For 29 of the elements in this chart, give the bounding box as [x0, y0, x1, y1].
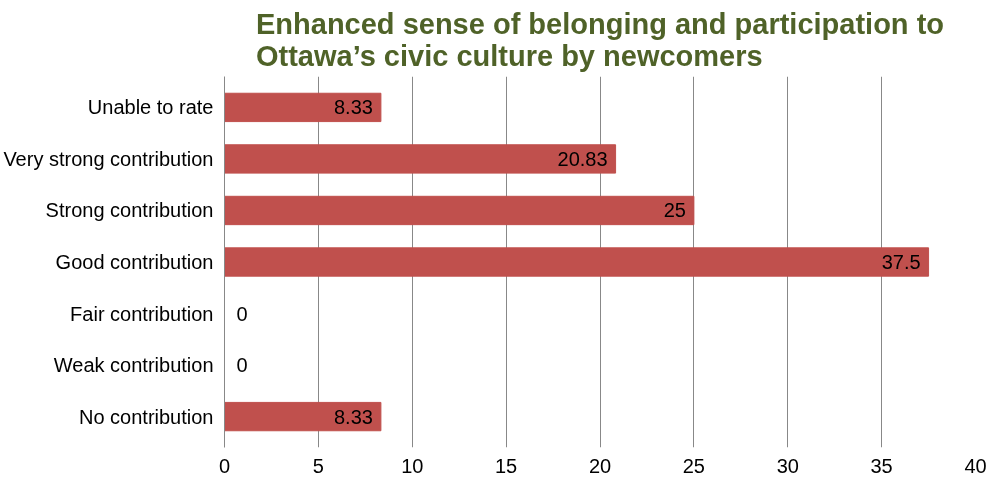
bar: [224, 247, 930, 277]
chart-title: Enhanced sense of belonging and participation to Ottawa’s civic culture by newcomers: [256, 7, 944, 72]
bar: [224, 195, 695, 226]
x-tick-label: 35: [870, 454, 893, 477]
x-tick-label: 25: [682, 454, 705, 477]
data-label: 0: [236, 302, 248, 325]
y-tick-label: Unable to rate: [87, 96, 214, 119]
data-label: 0: [236, 354, 248, 377]
x-tick-label: 0: [218, 454, 231, 477]
y-tick-label: Good contribution: [55, 251, 214, 273]
x-tick-label: 30: [776, 454, 799, 477]
y-tick-label: Very strong contribution: [3, 147, 214, 170]
x-tick-label: 40: [964, 454, 987, 477]
data-label: 37.5: [881, 251, 921, 273]
data-label: 25: [663, 199, 686, 222]
y-tick-label: Strong contribution: [45, 199, 214, 222]
y-tick-label: No contribution: [78, 405, 214, 428]
data-label: 8.33: [333, 96, 373, 119]
x-tick-label: 15: [495, 454, 518, 477]
x-tick-label: 20: [588, 454, 612, 477]
x-tick-label: 10: [401, 454, 424, 477]
y-tick-label: Fair contribution: [70, 302, 214, 325]
bar: [224, 144, 617, 174]
x-tick-label: 5: [312, 454, 324, 477]
data-label: 8.33: [333, 405, 373, 428]
bar: [224, 401, 382, 432]
y-tick-label: Weak contribution: [53, 354, 214, 377]
bar: [224, 92, 382, 123]
data-label: 20.83: [557, 147, 608, 170]
